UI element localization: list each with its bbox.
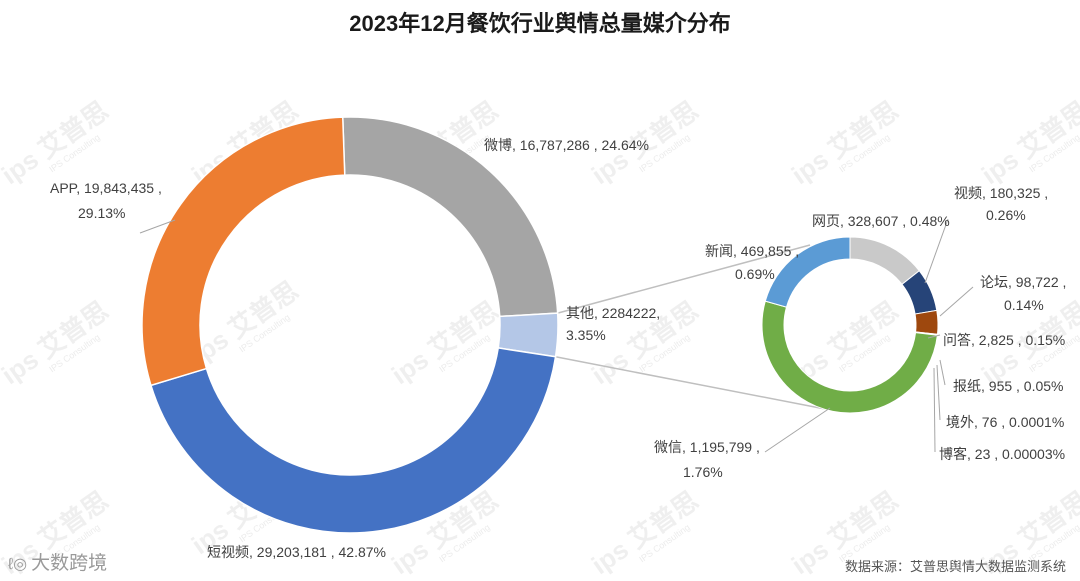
connector-line-top bbox=[557, 244, 811, 314]
main-donut bbox=[141, 116, 559, 534]
chart-title: 2023年12月餐饮行业舆情总量媒介分布 bbox=[349, 11, 731, 36]
connector-line-bottom bbox=[555, 356, 826, 410]
leader-line bbox=[139, 219, 176, 234]
data-label-newspaper: 报纸, 955 , 0.05% bbox=[953, 378, 1064, 394]
leader-line bbox=[764, 407, 831, 453]
data-label-short-video: 短视频, 29,203,181 , 42.87% bbox=[207, 544, 386, 560]
data-label-qa: 问答, 2,825 , 0.15% bbox=[943, 332, 1065, 348]
data-label-other: 其他, 2284222, bbox=[566, 305, 660, 321]
leader-line bbox=[939, 286, 974, 317]
data-labels: 微博, 16,787,286 , 24.64% 其他, 2284222, 3.35%… bbox=[50, 137, 1066, 560]
data-label-video: 视频, 180,325 , bbox=[954, 185, 1048, 201]
leader-lines bbox=[139, 218, 974, 453]
data-label-other-percent: 3.35% bbox=[566, 327, 606, 343]
data-label-forum: 论坛, 98,722 , bbox=[980, 274, 1066, 290]
data-label-news: 新闻, 469,855 , bbox=[705, 243, 799, 259]
slice-app bbox=[141, 116, 346, 387]
data-label-wechat: 微信, 1,195,799 , bbox=[654, 439, 760, 455]
data-source-note: 数据来源：艾普思舆情大数据监测系统 bbox=[844, 559, 1066, 574]
data-label-overseas: 境外, 76 , 0.0001% bbox=[946, 414, 1064, 430]
brand-logo: ℓ◎ 大数跨境 bbox=[8, 548, 107, 575]
brand-name: 大数跨境 bbox=[31, 553, 108, 574]
slice-webpage bbox=[849, 236, 920, 286]
data-label-app-percent: 29.13% bbox=[78, 205, 125, 221]
leader-line bbox=[924, 218, 949, 284]
data-label-app: APP, 19,843,435 , bbox=[50, 180, 162, 196]
data-label-wechat-percent: 1.76% bbox=[683, 464, 723, 480]
data-label-webpage: 网页, 328,607 , 0.48% bbox=[812, 213, 950, 229]
data-label-video-percent: 0.26% bbox=[986, 207, 1026, 223]
leader-line bbox=[936, 364, 941, 421]
sub-donut bbox=[761, 236, 939, 414]
data-label-blog: 博客, 23 , 0.00003% bbox=[939, 446, 1065, 462]
leader-line bbox=[933, 367, 936, 453]
leader-line bbox=[927, 334, 941, 339]
leader-line bbox=[939, 359, 946, 386]
data-label-news-percent: 0.69% bbox=[735, 266, 775, 282]
slice-short-video bbox=[150, 347, 557, 534]
slice-wechat bbox=[761, 300, 938, 414]
pie-connector-lines bbox=[555, 244, 826, 410]
slice-forum bbox=[914, 309, 939, 335]
slice-news bbox=[764, 236, 851, 308]
brand-mark-icon: ℓ◎ bbox=[8, 556, 28, 573]
data-label-weibo: 微博, 16,787,286 , 24.64% bbox=[484, 137, 649, 153]
data-label-forum-percent: 0.14% bbox=[1004, 297, 1044, 313]
